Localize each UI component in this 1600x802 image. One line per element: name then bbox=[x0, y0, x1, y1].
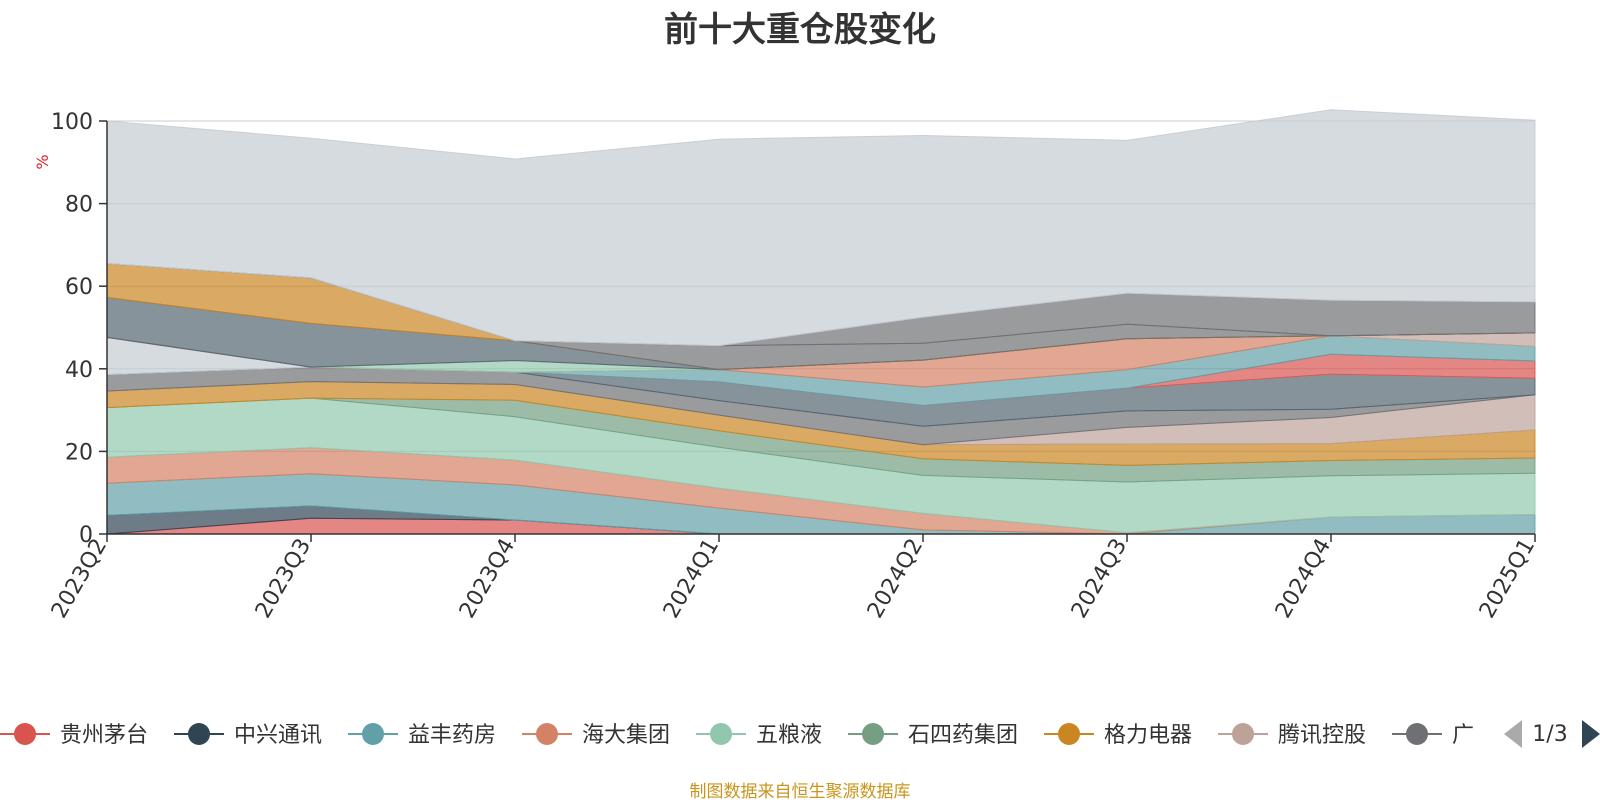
y-tick-label: 0 bbox=[79, 523, 93, 548]
legend-next-arrow-icon[interactable] bbox=[1582, 720, 1600, 748]
legend-marker-icon bbox=[188, 723, 210, 745]
legend-marker-icon bbox=[1406, 723, 1428, 745]
legend-item[interactable]: 石四药集团 bbox=[848, 723, 1018, 748]
x-tick-label: 2024Q4 bbox=[1271, 535, 1336, 623]
legend-prev-arrow-icon[interactable] bbox=[1504, 720, 1522, 748]
chart-title: 前十大重仓股变化 bbox=[664, 10, 936, 50]
x-tick-label: 2024Q3 bbox=[1067, 535, 1132, 623]
y-tick-label: 100 bbox=[51, 110, 93, 135]
legend-marker-icon bbox=[1232, 723, 1254, 745]
area-series-21 bbox=[106, 109, 1536, 347]
legend-label: 石四药集团 bbox=[908, 723, 1018, 748]
x-tick-label: 2024Q1 bbox=[659, 535, 724, 623]
x-tick-label: 2023Q3 bbox=[251, 535, 316, 623]
legend-item[interactable]: 格力电器 bbox=[1044, 723, 1192, 748]
legend-item[interactable]: 中兴通讯 bbox=[174, 723, 322, 748]
y-tick-label: 20 bbox=[65, 440, 93, 465]
legend-pager: 1/3 bbox=[1504, 720, 1600, 748]
legend-label: 海大集团 bbox=[582, 723, 670, 748]
legend: 贵州茅台 中兴通讯 益丰药房 海大集团 五粮液 石四药集团 格力电器 腾讯控股 广 bbox=[0, 723, 1474, 748]
legend-marker-icon bbox=[710, 723, 732, 745]
x-tick-label: 2023Q4 bbox=[455, 535, 520, 623]
legend-item[interactable]: 益丰药房 bbox=[348, 723, 496, 748]
legend-marker-icon bbox=[862, 723, 884, 745]
legend-label: 腾讯控股 bbox=[1278, 723, 1366, 748]
y-tick-label: 60 bbox=[65, 275, 93, 300]
x-tick-label: 2024Q2 bbox=[863, 535, 928, 623]
legend-marker-icon bbox=[536, 723, 558, 745]
legend-item[interactable]: 贵州茅台 bbox=[0, 723, 148, 748]
area-layer bbox=[106, 109, 1536, 535]
legend-marker-icon bbox=[14, 723, 36, 745]
legend-item[interactable]: 广 bbox=[1392, 723, 1474, 748]
legend-item[interactable]: 海大集团 bbox=[522, 723, 670, 748]
legend-item[interactable]: 五粮液 bbox=[696, 723, 822, 748]
y-tick-label: 40 bbox=[65, 358, 93, 383]
legend-item[interactable]: 腾讯控股 bbox=[1218, 723, 1366, 748]
legend-label: 中兴通讯 bbox=[234, 723, 322, 748]
legend-label: 格力电器 bbox=[1104, 723, 1192, 748]
y-axis-unit: % bbox=[33, 154, 52, 169]
y-tick-label: 80 bbox=[65, 193, 93, 218]
legend-label: 广 bbox=[1452, 723, 1474, 748]
legend-marker-icon bbox=[1058, 723, 1080, 745]
data-source-note: 制图数据来自恒生聚源数据库 bbox=[689, 782, 911, 802]
legend-label: 贵州茅台 bbox=[60, 723, 148, 748]
x-tick-label: 2025Q1 bbox=[1475, 535, 1540, 623]
legend-marker-icon bbox=[362, 723, 384, 745]
legend-label: 五粮液 bbox=[756, 723, 822, 748]
legend-label: 益丰药房 bbox=[408, 723, 496, 748]
legend-page-indicator: 1/3 bbox=[1532, 722, 1567, 747]
